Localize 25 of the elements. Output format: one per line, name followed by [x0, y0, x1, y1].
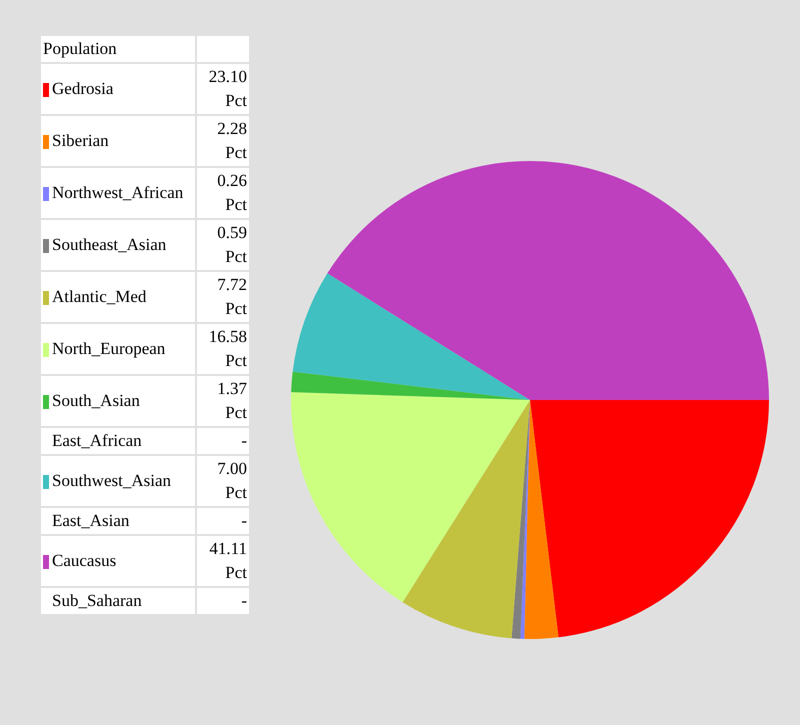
- data-label: 2.28 Pct: [199, 117, 247, 165]
- text: -: [241, 591, 247, 610]
- data-label: 41.11 Pct: [199, 537, 247, 585]
- legend-label: Siberian: [41, 116, 195, 166]
- legend-label: Atlantic_Med: [41, 272, 195, 322]
- data-label: 16.58 Pct: [199, 325, 247, 373]
- category-label: East_African: [52, 431, 142, 450]
- legend-label: Southeast_Asian: [41, 220, 195, 270]
- legend-title: Population: [41, 36, 195, 62]
- legend-label: South_Asian: [41, 376, 195, 426]
- legend-label: Northwest_African: [41, 168, 195, 218]
- text: -: [241, 511, 247, 530]
- legend-label: Caucasus: [41, 536, 195, 586]
- data-label: 0.59 Pct: [199, 221, 247, 269]
- legend-label: Southwest_Asian: [41, 456, 195, 506]
- data-label: 1.37 Pct: [199, 377, 247, 425]
- category-label: East_Asian: [52, 511, 130, 530]
- text: -: [241, 431, 247, 450]
- legend-label: North_European: [41, 324, 195, 374]
- data-label: 23.10 Pct: [199, 65, 247, 113]
- legend-label: Gedrosia: [41, 64, 195, 114]
- data-label: 0.26 Pct: [199, 169, 247, 217]
- data-label: 7.00 Pct: [199, 457, 247, 505]
- category-label: Sub_Saharan: [52, 591, 142, 610]
- data-label: 7.72 Pct: [199, 273, 247, 321]
